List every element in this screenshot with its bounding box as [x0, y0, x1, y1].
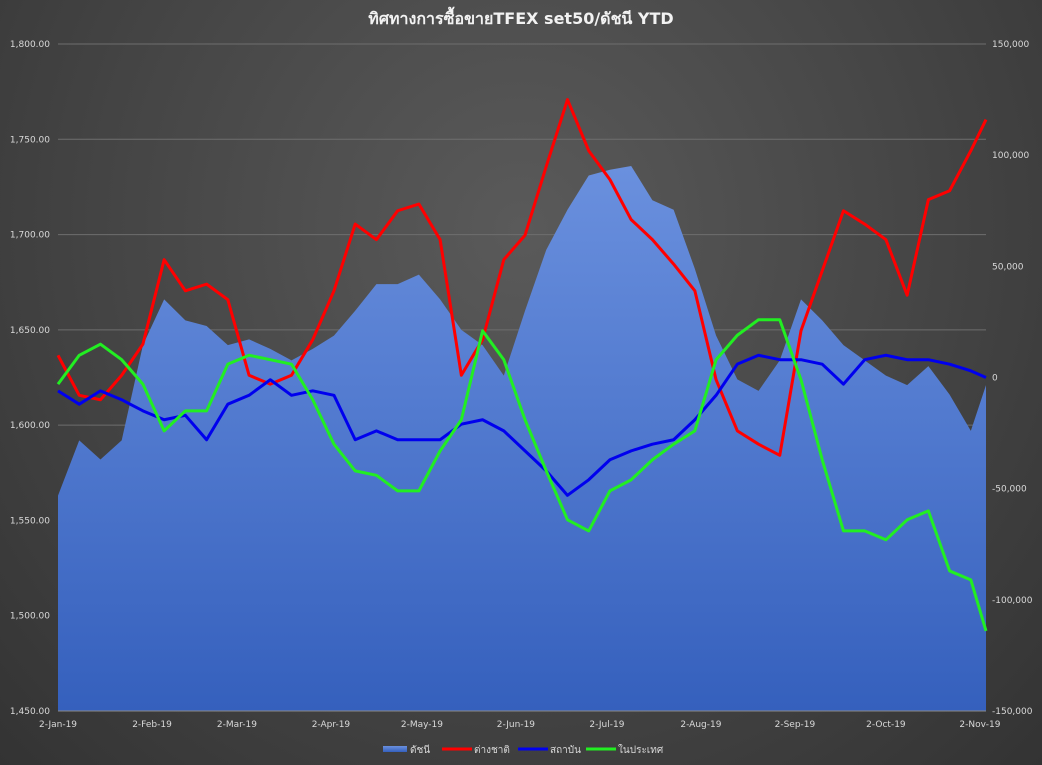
left-tick-label: 1,550.00 — [10, 516, 50, 526]
left-tick-label: 1,750.00 — [10, 135, 50, 145]
x-tick-label: 2-May-19 — [401, 720, 443, 730]
left-axis: 1,450.00 1,500.00 1,550.00 1,600.00 1,650.00… — [10, 40, 50, 717]
right-tick-label: 100,000 — [992, 151, 1029, 161]
x-tick-label: 2-Aug-19 — [680, 720, 721, 730]
left-tick-label: 1,700.00 — [10, 231, 50, 241]
right-tick-label: -50,000 — [992, 485, 1027, 495]
x-tick-label: 2-Feb-19 — [132, 720, 172, 730]
right-tick-label: 0 — [992, 374, 998, 384]
x-tick-label: 2-Jan-19 — [39, 720, 77, 730]
left-tick-label: 1,450.00 — [10, 707, 50, 717]
legend-swatch-0 — [383, 746, 407, 752]
flow-lines-layer — [56, 98, 988, 632]
legend: ดัชนี ต่างชาติ สถาบัน ในประเทศ — [383, 744, 664, 756]
x-axis: 2-Jan-19 2-Feb-19 2-Mar-19 2-Apr-19 2-May-19… — [39, 710, 1001, 730]
left-tick-label: 1,500.00 — [10, 612, 50, 622]
right-tick-label: 50,000 — [992, 262, 1024, 272]
x-tick-label: 2-Sep-19 — [775, 720, 816, 730]
index-area — [58, 165, 986, 712]
x-tick-label: 2-Nov-19 — [959, 720, 1000, 730]
legend-label: ดัชนี — [410, 744, 430, 756]
legend-label: สถาบัน — [550, 745, 581, 756]
left-tick-label: 1,600.00 — [10, 421, 50, 431]
right-tick-label: -150,000 — [992, 707, 1033, 717]
x-tick-label: 2-Apr-19 — [312, 720, 351, 730]
right-tick-label: 150,000 — [992, 40, 1029, 50]
x-tick-label: 2-Mar-19 — [217, 720, 257, 730]
left-tick-label: 1,800.00 — [10, 40, 50, 50]
chart-title: ทิศทางการซื้อขายTFEX set50/ดัชนี YTD — [368, 6, 673, 28]
legend-label: ในประเทศ — [618, 744, 664, 756]
x-tick-label: 2-Jun-19 — [497, 720, 536, 730]
x-tick-label: 2-Jul-19 — [589, 720, 624, 730]
x-tick-label: 2-Oct-19 — [866, 720, 906, 730]
index-area-layer — [58, 165, 986, 712]
right-tick-label: -100,000 — [992, 596, 1033, 606]
legend-label: ต่างชาติ — [474, 745, 510, 756]
left-tick-label: 1,650.00 — [10, 326, 50, 336]
right-axis: -150,000 -100,000 -50,000 0 50,000 100,000 150… — [992, 40, 1033, 717]
